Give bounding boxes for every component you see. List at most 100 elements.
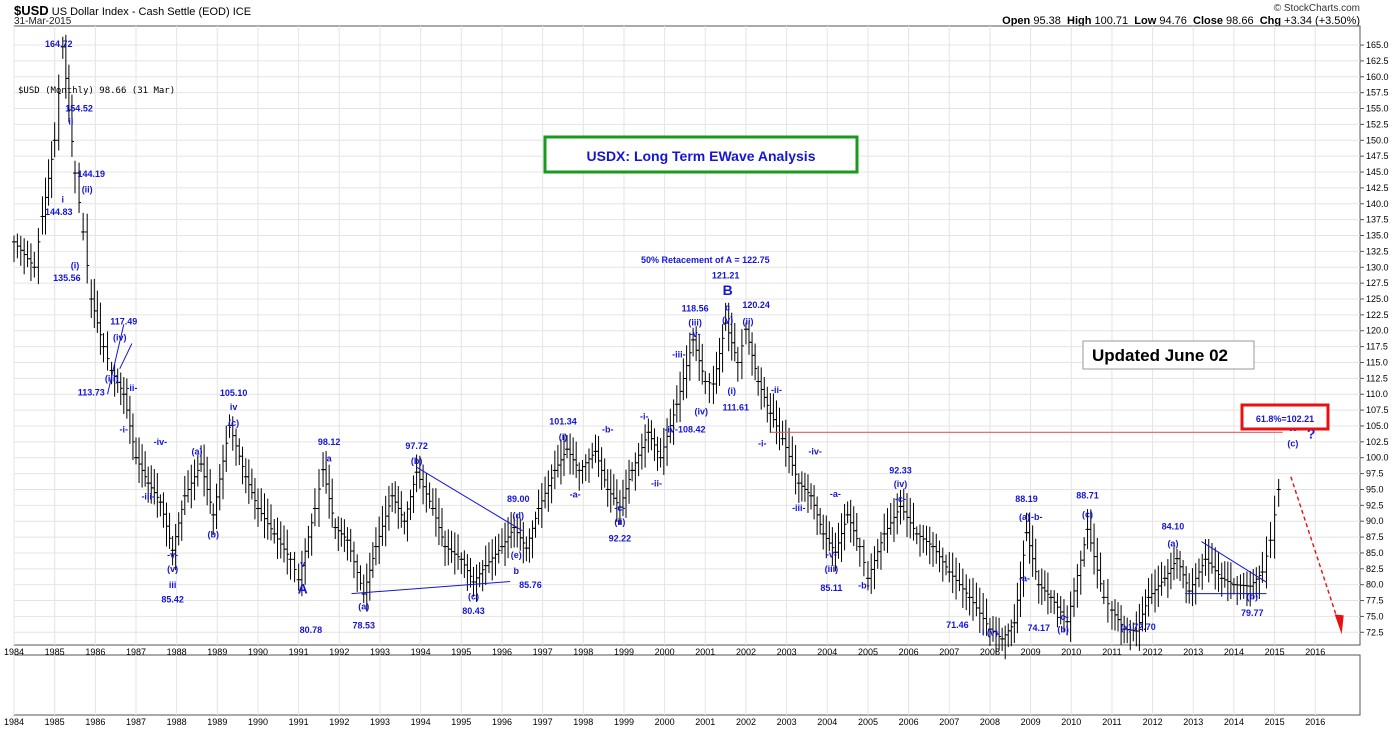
x-tick-label-lower: 2013 (1183, 717, 1203, 727)
x-tick-label: 1996 (492, 647, 512, 657)
y-tick-label: 112.5 (1366, 373, 1388, 383)
wave-label: (x) (1121, 622, 1132, 632)
y-tick-label: 142.5 (1366, 183, 1389, 193)
open-label: Open (1002, 15, 1031, 27)
wave-label: (iii) (825, 564, 839, 574)
x-tick-label-lower: 1999 (614, 717, 634, 727)
wave-label: 98.12 (318, 437, 341, 447)
x-tick-label-lower: 2012 (1143, 717, 1163, 727)
x-tick-label-lower: 1993 (370, 717, 390, 727)
wave-label: 111.61 (723, 403, 750, 413)
wave-label: v (300, 559, 305, 569)
wave-label: -i- (758, 438, 767, 448)
x-tick-label: 1998 (573, 647, 593, 657)
x-tick-label-lower: 1984 (4, 717, 24, 727)
wave-label: 74.17 (1027, 623, 1050, 633)
wave-label: (c) (1082, 509, 1093, 519)
wave-label: a (327, 454, 333, 464)
high-value: 100.71 (1094, 15, 1129, 27)
x-tick-label: 2000 (655, 647, 675, 657)
y-tick-label: 162.5 (1366, 56, 1389, 66)
x-tick-label-lower: 1995 (451, 717, 471, 727)
wave-label: -a- (570, 490, 581, 500)
x-tick-label-lower: 1998 (573, 717, 593, 727)
wave-label: 120.24 (742, 300, 770, 310)
y-tick-label: 140.0 (1366, 199, 1389, 209)
wave-label: -a- (830, 489, 841, 499)
wave-label: 164.72 (45, 39, 73, 49)
y-tick-label: 97.5 (1366, 469, 1384, 479)
wave-label: 85.11 (820, 583, 842, 593)
x-tick-label: 2001 (695, 647, 715, 657)
wave-label: -b- (858, 580, 870, 590)
trend-line (351, 581, 511, 595)
wave-label: 85.42 (161, 594, 184, 604)
y-tick-label: 107.5 (1366, 405, 1389, 415)
wave-label: -iv-108.42 (664, 424, 705, 434)
chart-header-title: $USD US Dollar Index - Cash Settle (EOD)… (14, 3, 251, 18)
wave-label: -v- (690, 329, 701, 339)
wave-label: 144.83 (45, 207, 73, 217)
wave-label: 72.70 (1133, 622, 1156, 632)
x-tick-label: 1991 (289, 647, 309, 657)
chg-value: +3.34 (+3.50%) (1284, 15, 1360, 27)
y-tick-label: 87.5 (1366, 532, 1384, 542)
y-tick-label: 145.0 (1366, 167, 1389, 177)
symbol-label: $USD (14, 3, 49, 18)
y-tick-label: 72.5 (1366, 627, 1384, 637)
y-tick-label: 120.0 (1366, 326, 1389, 336)
wave-annotations: 164.72 154.52 ii 144.19 (ii) i 144.83 (i) 135.56… (45, 39, 1316, 638)
x-tick-label: 2006 (899, 647, 919, 657)
x-tick-label: 2014 (1224, 647, 1244, 657)
wave-label: -i- (640, 412, 649, 422)
x-tick-label-lower: 1986 (85, 717, 105, 727)
x-axis-ticks: 1984 1985 1986 1987 1988 1989 1990 1991 1992 1993… (4, 647, 1325, 657)
wave-label: (d) (512, 511, 524, 521)
wave-label: (a) (1167, 539, 1178, 549)
x-tick-label-lower: 1992 (329, 717, 349, 727)
trend-line (119, 343, 133, 370)
x-tick-label-lower: 2014 (1224, 717, 1244, 727)
wave-label: (iv) (113, 332, 127, 342)
y-tick-label: 155.0 (1366, 104, 1389, 114)
wave-label: (i) (559, 432, 568, 442)
y-tick-label: 117.5 (1366, 342, 1388, 352)
wave-label: -b- (602, 424, 614, 434)
x-tick-label-lower: 1990 (248, 717, 268, 727)
x-tick-label: 2016 (1305, 647, 1325, 657)
wave-label: 71.46 (946, 620, 969, 630)
wave-label: iii (169, 580, 177, 590)
lower-panel-frame (13, 654, 1361, 716)
x-tick-label: 2008 (980, 647, 1000, 657)
y-tick-label: 95.0 (1366, 484, 1384, 494)
x-tick-label: 1999 (614, 647, 634, 657)
x-axis-ticks-lower: 1984 1985 1986 1987 1988 1989 1990 1991 1992 1993… (4, 717, 1325, 727)
wave-label: -c- (895, 494, 906, 504)
series-legend: $USD (Monthly) 98.66 (31 Mar) (18, 86, 175, 96)
x-tick-label-lower: 2000 (655, 717, 675, 727)
wave-label: 113.73 (78, 387, 105, 397)
chart-date: 31-Mar-2015 (14, 16, 72, 27)
instrument-name: US Dollar Index - Cash Settle (EOD) (51, 6, 230, 18)
trend-line (107, 324, 125, 395)
projection-arrow (1290, 476, 1341, 627)
close-value: 98.66 (1226, 15, 1254, 27)
low-value: 94.76 (1159, 15, 1187, 27)
wave-label: 118.56 (682, 304, 709, 314)
x-tick-label: 1988 (167, 647, 187, 657)
wave-label: ii (68, 116, 73, 126)
x-tick-label: 1994 (411, 647, 431, 657)
y-tick-label: 92.5 (1366, 500, 1384, 510)
y-tick-label: 122.5 (1366, 310, 1389, 320)
x-tick-label-lower: 2002 (736, 717, 756, 727)
wave-label: (v) (722, 315, 733, 325)
wave-label: 79.77 (1241, 608, 1264, 618)
wave-label: 154.52 (65, 104, 93, 114)
wave-label: 105.10 (220, 388, 248, 398)
retracement-box-text: 61.8%=102.21 (1256, 414, 1314, 424)
wave-label: (iv) (694, 407, 708, 417)
wave-label: -iv- (808, 447, 822, 457)
x-tick-label-lower: 1991 (289, 717, 309, 727)
y-tick-label: 110.0 (1366, 389, 1388, 399)
wave-label: (b) (411, 456, 423, 466)
